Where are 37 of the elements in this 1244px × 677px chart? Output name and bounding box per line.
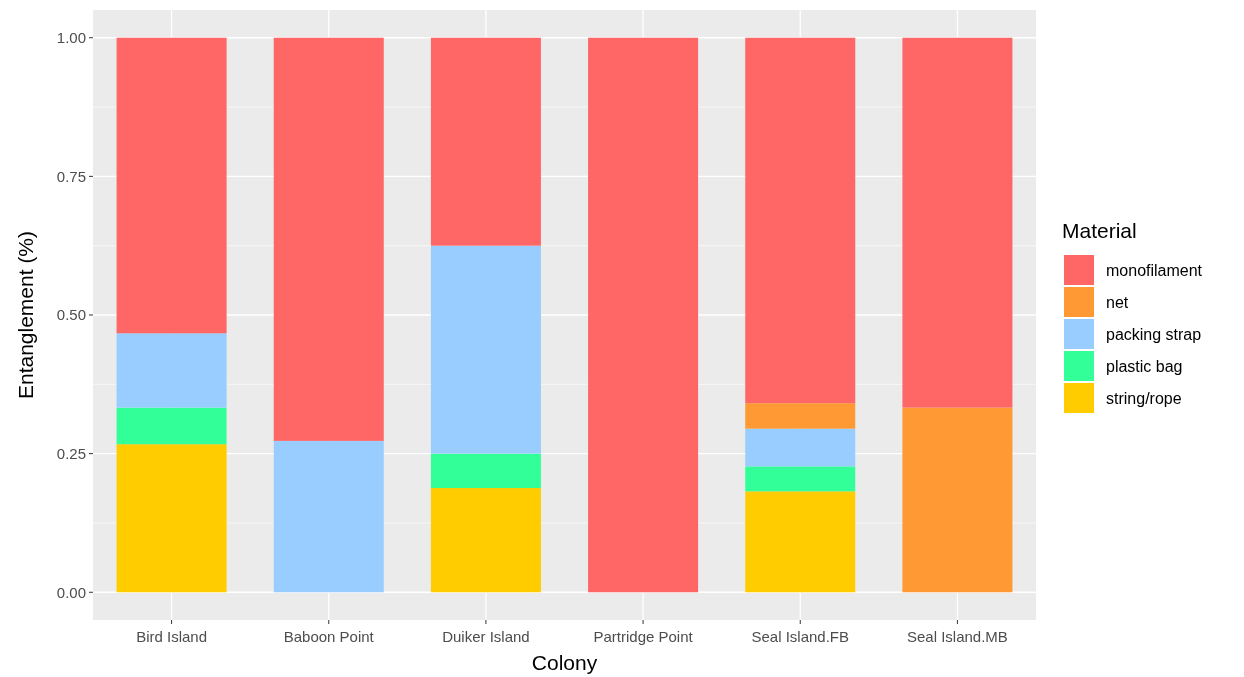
bar — [902, 37, 1013, 408]
bar — [745, 403, 856, 429]
x-tick-label: Duiker Island — [442, 628, 530, 645]
y-tick-label: 0.75 — [56, 167, 86, 185]
bar — [588, 37, 699, 593]
bar — [116, 444, 227, 593]
bar — [273, 440, 384, 593]
x-tick-label: Baboon Point — [283, 628, 375, 645]
x-tick-label: Seal Island.FB — [751, 628, 850, 645]
bar — [116, 407, 227, 445]
bar — [745, 491, 856, 593]
bar — [116, 333, 227, 408]
y-tick-label: 0.00 — [56, 583, 86, 601]
y-tick-label: 0.25 — [56, 444, 86, 462]
y-tick-label: 0.50 — [56, 306, 86, 324]
legend-label: string/rope — [1106, 389, 1182, 407]
x-tick-label: Seal Island.MB — [906, 628, 1008, 645]
bar — [430, 37, 541, 246]
legend-title: Material — [1062, 219, 1137, 242]
bar — [902, 407, 1013, 593]
legend-label: packing strap — [1106, 325, 1202, 343]
bar — [745, 428, 856, 467]
y-axis-title: Entanglement (%) — [14, 230, 37, 400]
bar — [745, 37, 856, 404]
bar — [430, 453, 541, 489]
x-tick-label: Bird Island — [136, 628, 208, 645]
x-axis-title: Colony — [531, 651, 598, 674]
y-tick-label: 1.00 — [56, 28, 86, 46]
bar — [430, 488, 541, 593]
bar — [273, 37, 384, 441]
legend-label: net — [1106, 293, 1129, 311]
bar — [430, 245, 541, 454]
legend-label: plastic bag — [1106, 357, 1183, 375]
bar — [116, 37, 227, 334]
bar — [745, 466, 856, 492]
legend-label: monofilament — [1106, 261, 1203, 279]
x-tick-label: Partridge Point — [593, 628, 694, 645]
